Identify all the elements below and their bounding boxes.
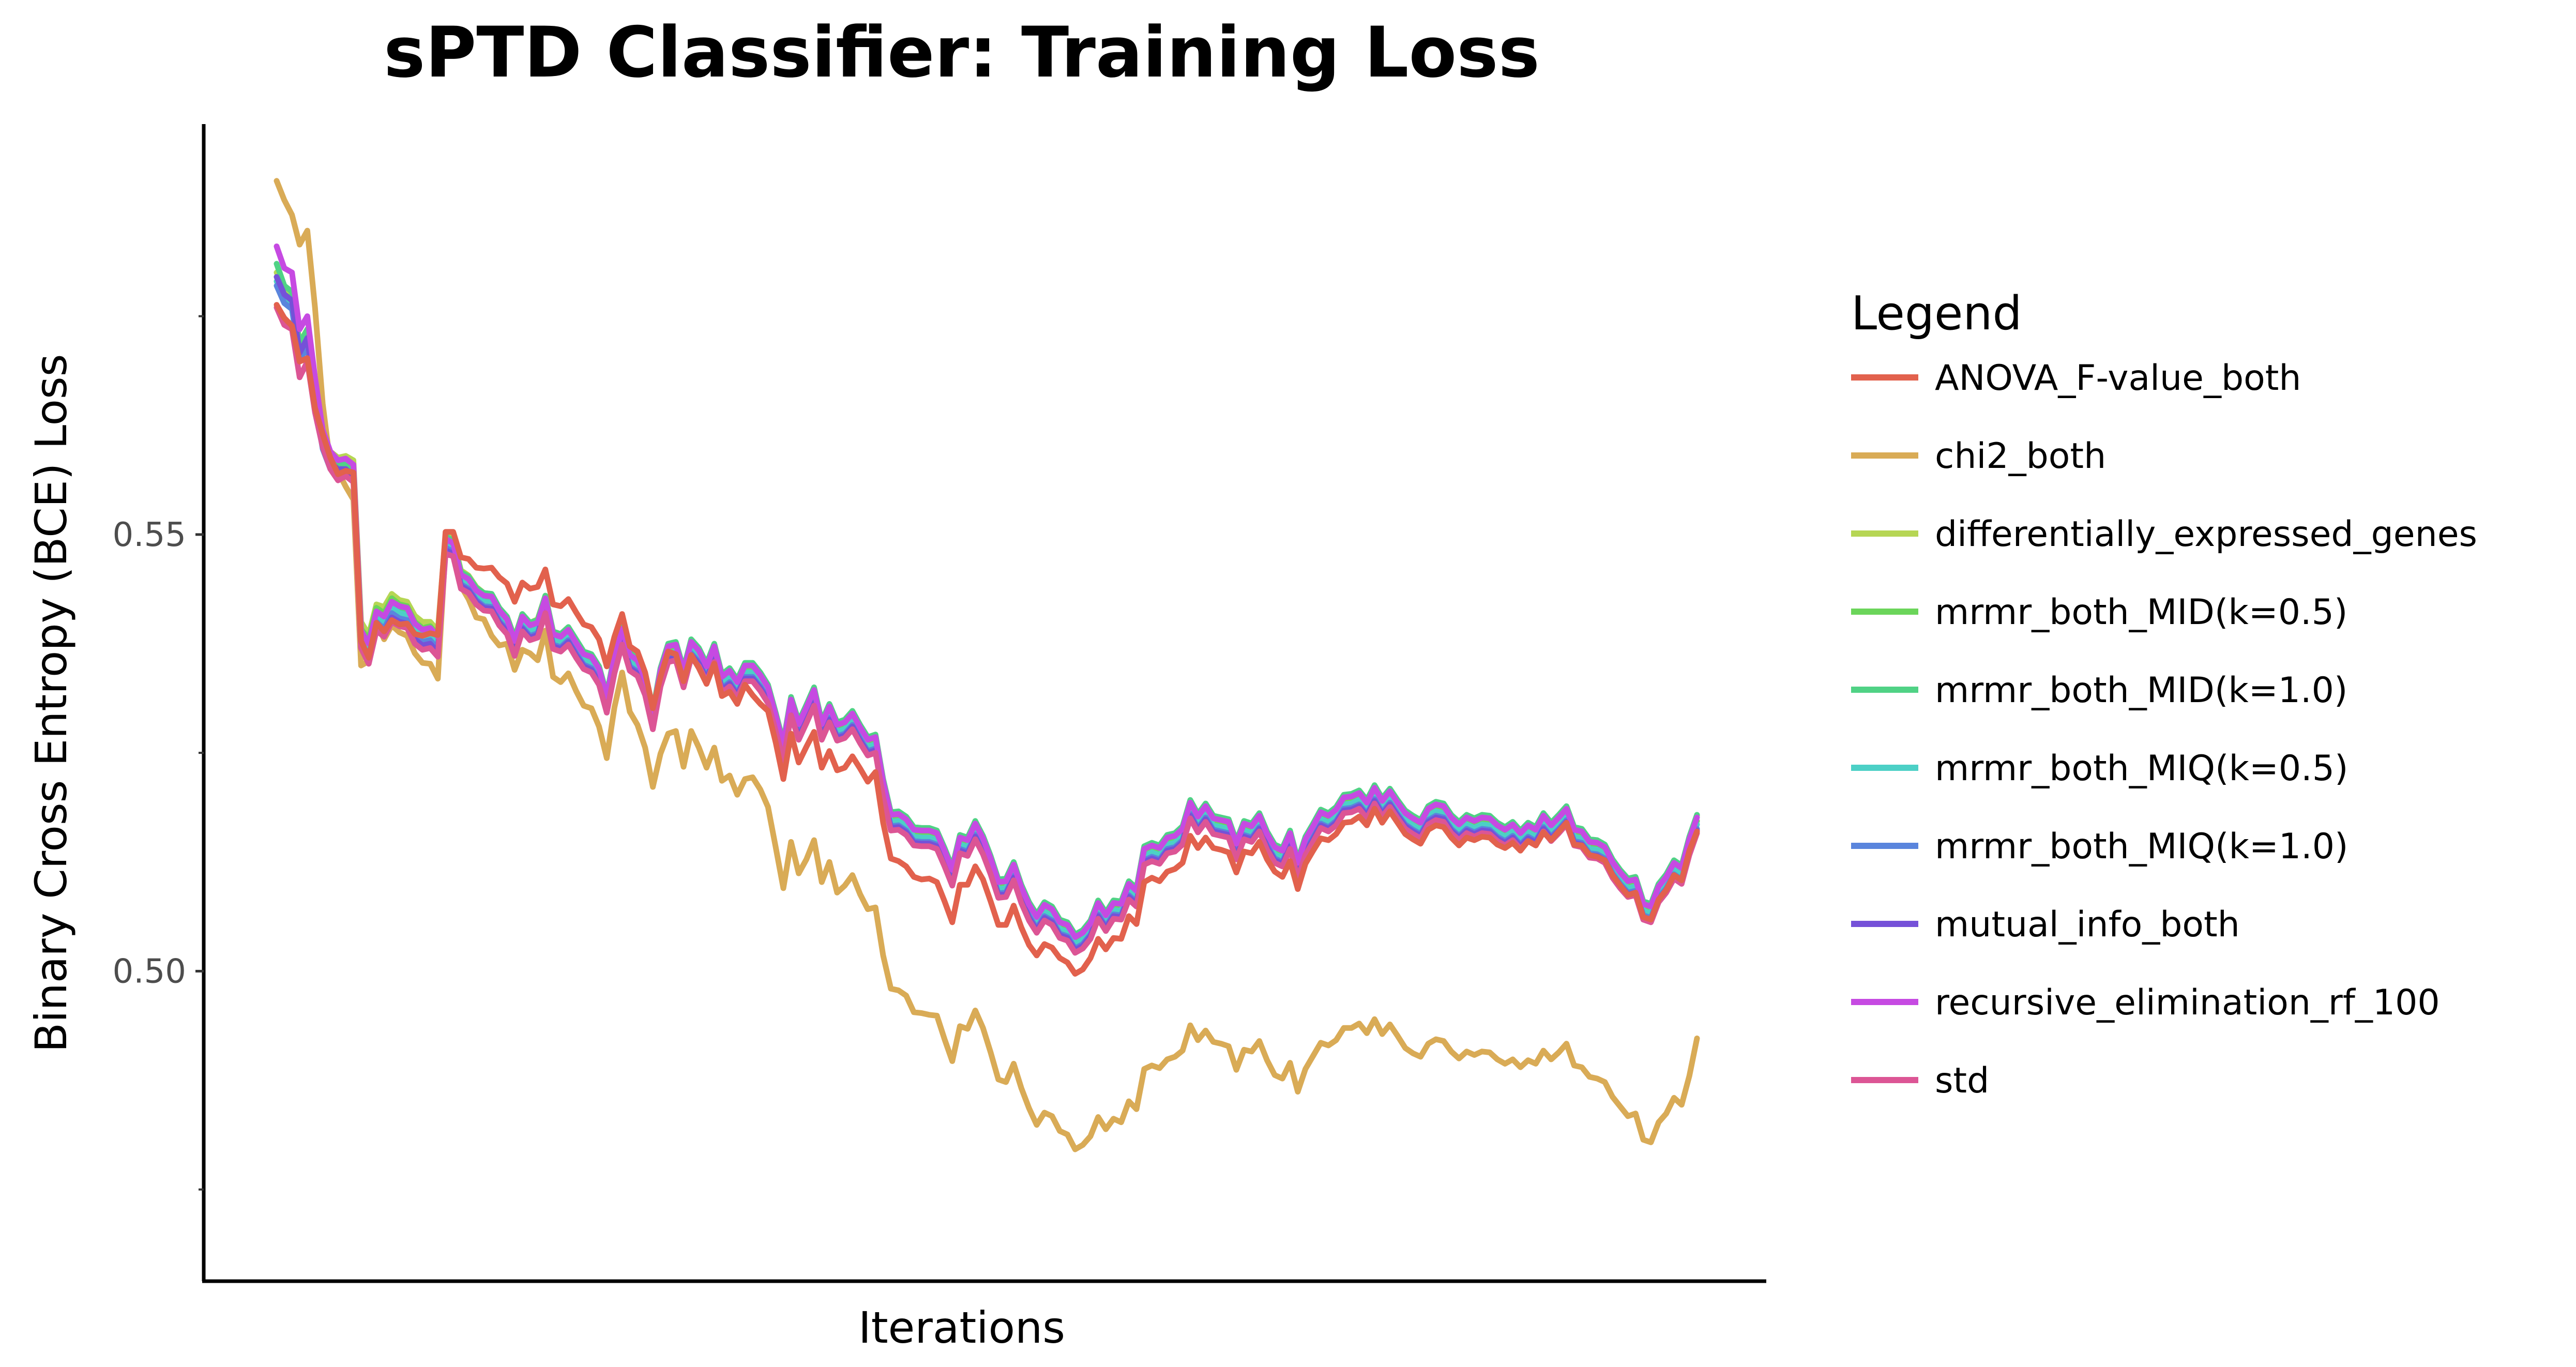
- legend-label: mrmr_both_MID(k=0.5): [1935, 592, 2347, 633]
- legend-label: mrmr_both_MIQ(k=1.0): [1935, 826, 2348, 867]
- plot-area: 0.50 0.55: [113, 124, 1766, 1283]
- legend-label: mrmr_both_MID(k=1.0): [1935, 670, 2347, 711]
- legend-items: ANOVA_F-value_both chi2_both differentiall…: [1851, 358, 2477, 1101]
- legend-item: chi2_both: [1851, 436, 2106, 477]
- legend-item: mrmr_both_MID(k=0.5): [1851, 592, 2347, 633]
- chart-title: sPTD Classifier: Training Loss: [384, 12, 1540, 93]
- legend-item: recursive_elimination_rf_100: [1851, 982, 2440, 1023]
- legend-title: Legend: [1851, 286, 2022, 341]
- y-tick-label: 0.55: [113, 516, 187, 554]
- y-axis-ticks: 0.50 0.55: [113, 315, 204, 1191]
- legend-label: mutual_info_both: [1935, 904, 2240, 945]
- series-line-std: [274, 305, 1700, 956]
- legend-label: chi2_both: [1935, 436, 2106, 477]
- series-lines: [274, 178, 1700, 1152]
- y-axis-label: Binary Cross Entropy (BCE) Loss: [26, 354, 77, 1052]
- legend-item: mutual_info_both: [1851, 904, 2240, 945]
- legend: Legend ANOVA_F-value_both chi2_bothdiffer…: [1851, 286, 2477, 1101]
- legend-item: differentially_expressed_genes: [1851, 514, 2477, 555]
- legend-item: mrmr_both_MIQ(k=1.0): [1851, 826, 2348, 867]
- legend-label: recursive_elimination_rf_100: [1935, 982, 2440, 1023]
- series-line-anova-f-value-both: [274, 302, 1700, 977]
- x-axis-label: Iterations: [858, 1302, 1065, 1353]
- legend-item: std: [1851, 1060, 1989, 1101]
- legend-label: differentially_expressed_genes: [1935, 514, 2477, 555]
- series-line-chi2-both: [274, 178, 1700, 1152]
- series-line-recursive-elimination-rf-100: [274, 244, 1700, 940]
- y-tick-label: 0.50: [113, 952, 187, 991]
- legend-item: ANOVA_F-value_both: [1851, 358, 2301, 399]
- legend-label: ANOVA_F-value_both: [1935, 358, 2301, 399]
- legend-label: std: [1935, 1060, 1989, 1101]
- legend-item: mrmr_both_MIQ(k=0.5): [1851, 748, 2348, 789]
- legend-label: mrmr_both_MIQ(k=0.5): [1935, 748, 2348, 789]
- legend-item: mrmr_both_MID(k=1.0): [1851, 670, 2347, 711]
